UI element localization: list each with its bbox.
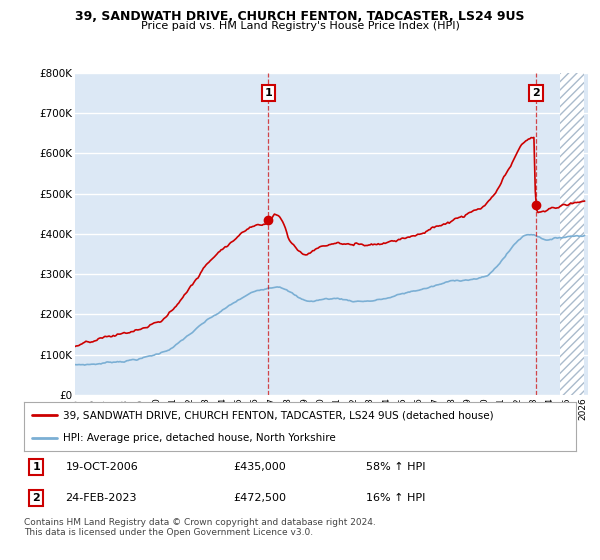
Text: Price paid vs. HM Land Registry's House Price Index (HPI): Price paid vs. HM Land Registry's House … [140, 21, 460, 31]
Text: 1: 1 [265, 88, 272, 98]
Text: 39, SANDWATH DRIVE, CHURCH FENTON, TADCASTER, LS24 9US: 39, SANDWATH DRIVE, CHURCH FENTON, TADCA… [75, 10, 525, 23]
Text: 39, SANDWATH DRIVE, CHURCH FENTON, TADCASTER, LS24 9US (detached house): 39, SANDWATH DRIVE, CHURCH FENTON, TADCA… [62, 410, 493, 421]
Text: 16% ↑ HPI: 16% ↑ HPI [366, 493, 425, 503]
Text: £435,000: £435,000 [234, 462, 287, 472]
Text: 2: 2 [532, 88, 540, 98]
Text: £472,500: £472,500 [234, 493, 287, 503]
Text: 2: 2 [32, 493, 40, 503]
Text: 58% ↑ HPI: 58% ↑ HPI [366, 462, 426, 472]
Text: HPI: Average price, detached house, North Yorkshire: HPI: Average price, detached house, Nort… [62, 433, 335, 444]
Text: Contains HM Land Registry data © Crown copyright and database right 2024.
This d: Contains HM Land Registry data © Crown c… [24, 518, 376, 538]
Text: 1: 1 [32, 462, 40, 472]
Text: 24-FEB-2023: 24-FEB-2023 [65, 493, 137, 503]
Text: 19-OCT-2006: 19-OCT-2006 [65, 462, 138, 472]
